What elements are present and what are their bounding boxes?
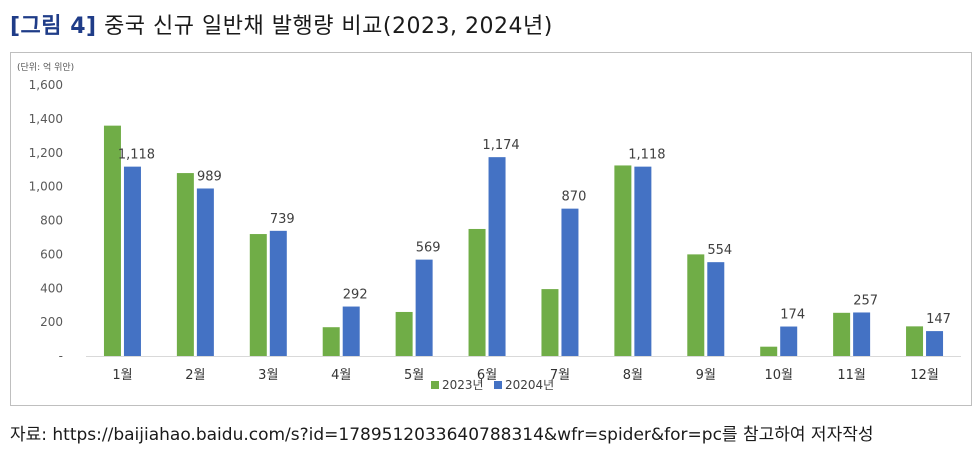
bar-series1 [541, 289, 559, 356]
bar-series2 [415, 259, 433, 356]
x-category-label: 9월 [696, 368, 716, 383]
bar-series1 [176, 173, 194, 356]
y-tick-label: 1,400 [29, 112, 63, 126]
bar-series2 [123, 166, 141, 356]
bar-series1 [687, 254, 705, 356]
y-tick-label: 200 [40, 315, 63, 329]
legend-label: 20204년 [505, 378, 554, 392]
legend-label: 2023년 [442, 378, 484, 392]
bar-series1 [103, 125, 121, 357]
y-tick-label: 1,200 [29, 146, 63, 160]
bar-series2 [926, 331, 944, 356]
bar-series2 [780, 326, 798, 356]
data-label: 292 [343, 288, 368, 303]
x-category-label: 4월 [331, 368, 351, 383]
data-label: 147 [926, 312, 951, 327]
y-tick-label: 1,000 [29, 180, 63, 194]
data-label: 257 [853, 293, 878, 308]
x-category-label: 10월 [764, 368, 793, 383]
legend-swatch [494, 381, 502, 389]
data-label: 1,118 [118, 148, 155, 163]
data-label: 1,174 [482, 138, 519, 153]
bar-series1 [760, 346, 778, 356]
x-category-label: 3월 [258, 368, 278, 383]
bar-series2 [196, 188, 214, 356]
bar-series2 [269, 230, 287, 356]
x-category-label: 12월 [910, 368, 939, 383]
y-tick-label: 1,600 [29, 78, 63, 92]
bar-series2 [634, 166, 652, 356]
data-label: 989 [197, 169, 222, 184]
data-label: 1,118 [628, 148, 665, 163]
x-category-label: 5월 [404, 368, 424, 383]
bar-series1 [322, 327, 340, 356]
bar-series1 [614, 165, 632, 356]
x-category-label: 11월 [837, 368, 866, 383]
data-label: 569 [416, 241, 441, 256]
y-tick-label: 400 [40, 281, 63, 295]
x-category-label: 6월 [477, 368, 497, 383]
bar-series1 [833, 312, 851, 356]
bar-series2 [342, 306, 360, 356]
figure-tag: [그림 4] [10, 14, 97, 39]
y-tick-label: - [59, 349, 63, 363]
data-label: 739 [270, 212, 295, 227]
unit-label: (단위: 억 위안) [17, 61, 74, 73]
figure-title: [그림 4] 중국 신규 일반채 발행량 비교(2023, 2024년) [10, 8, 553, 40]
source-note: 자료: https://baijiahao.baidu.com/s?id=178… [10, 425, 874, 445]
data-label: 174 [780, 308, 805, 323]
figure-title-text: 중국 신규 일반채 발행량 비교(2023, 2024년) [104, 14, 553, 39]
legend-swatch [431, 381, 439, 389]
x-category-label: 7월 [550, 368, 570, 383]
x-category-label: 1월 [112, 368, 132, 383]
x-category-label: 8월 [623, 368, 643, 383]
x-category-label: 2월 [185, 368, 205, 383]
chart-frame: (단위: 억 위안) - 200 400 600 800 1,000 1,200 1,400 1,… [10, 52, 972, 406]
y-tick-label: 800 [40, 214, 63, 228]
bar-series2 [707, 262, 725, 356]
bar-chart: (단위: 억 위안) - 200 400 600 800 1,000 1,200 1,400 1,… [17, 61, 961, 392]
bar-series2 [488, 157, 506, 356]
bar-series2 [561, 208, 579, 356]
data-label: 870 [562, 190, 587, 205]
bar-series1 [906, 326, 924, 356]
y-tick-label: 600 [40, 247, 63, 261]
bar-series1 [395, 311, 413, 356]
bar-series1 [468, 228, 486, 356]
bar-series2 [853, 312, 871, 356]
bar-series1 [249, 234, 267, 356]
data-label: 554 [707, 243, 732, 258]
